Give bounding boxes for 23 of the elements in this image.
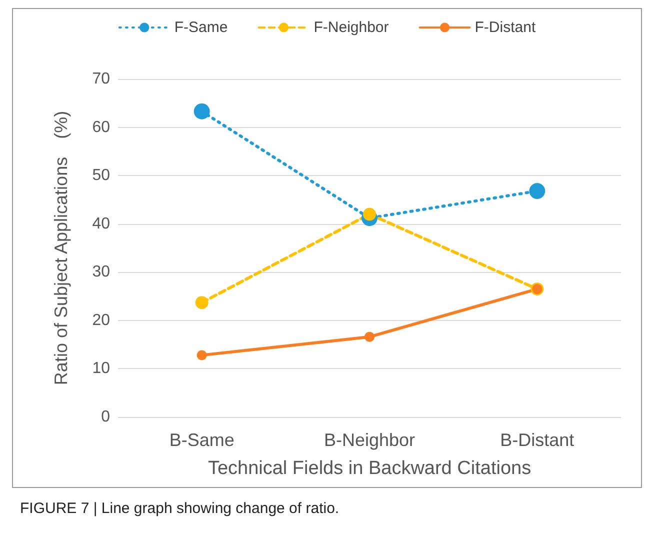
x-axis-title: Technical Fields in Backward Citations [208, 458, 532, 479]
y-tick-label: 70 [92, 70, 110, 88]
point [364, 332, 374, 342]
y-axis-title: Ratio of Subject Applications (%) [51, 110, 71, 386]
point [196, 350, 207, 360]
point [529, 183, 546, 200]
x-tick-label: B-Neighbor [324, 430, 416, 450]
y-tick-label: 0 [101, 408, 110, 426]
y-tick-label: 10 [92, 360, 110, 378]
y-tick-label: 60 [92, 118, 110, 136]
y-tick-label: 50 [92, 167, 110, 184]
y-tick-label: 40 [92, 215, 110, 232]
point [195, 296, 208, 310]
legend-label: F-Neighbor [314, 19, 389, 36]
legend-label: F-Same [174, 19, 228, 36]
x-tick-label: B-Distant [500, 430, 574, 450]
caption: FIGURE 7 | Line graph showing change of ratio. [20, 500, 340, 517]
point [194, 103, 210, 120]
x-tick-label: B-Same [169, 430, 234, 450]
y-tick-label: 20 [92, 312, 110, 329]
y-tick-label: 30 [92, 264, 110, 281]
point [363, 208, 376, 221]
legend-label: F-Distant [474, 19, 536, 36]
